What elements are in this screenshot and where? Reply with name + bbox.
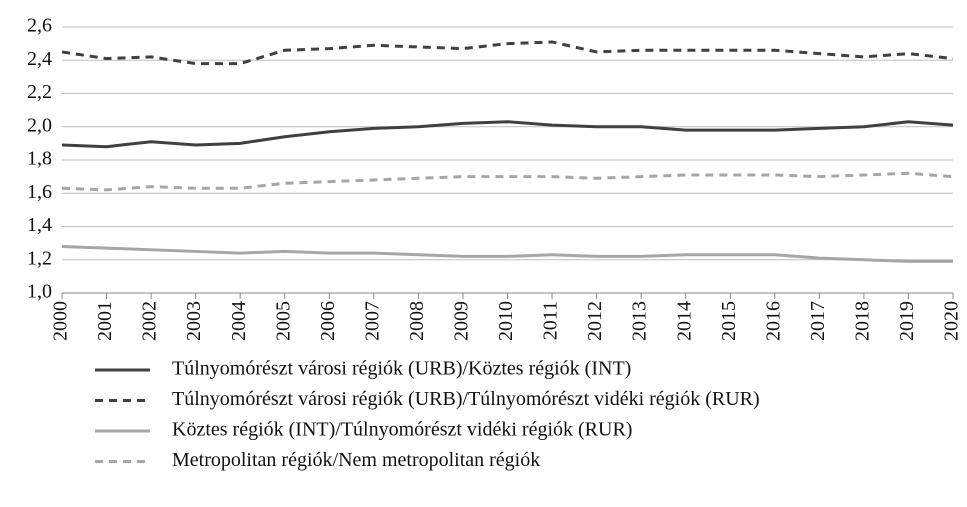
x-tick-label: 2010 (495, 301, 517, 341)
x-tick-label: 2014 (673, 301, 695, 341)
x-tick-label: 2001 (94, 301, 116, 341)
y-tick-label: 2,2 (27, 81, 52, 103)
legend-label: Túlnyomórészt városi régiók (URB)/Köztes… (172, 358, 631, 380)
y-tick-label: 1,2 (27, 247, 52, 269)
x-tick-label: 2002 (139, 301, 161, 341)
y-tick-label: 1,0 (27, 281, 52, 303)
x-tick-label: 2004 (228, 301, 250, 341)
series-line (61, 244, 953, 263)
x-tick-label: 2006 (317, 301, 339, 341)
x-tick-label: 2007 (361, 301, 383, 341)
y-tick-label: 2,0 (27, 114, 52, 136)
series-line (61, 120, 954, 149)
y-tick-label: 2,4 (27, 48, 52, 70)
x-tick-label: 2005 (272, 301, 294, 341)
x-tick-label: 2020 (941, 301, 963, 341)
y-tick-label: 1,8 (27, 148, 52, 170)
x-tick-label: 2009 (451, 301, 473, 341)
x-tick-label: 2011 (540, 301, 562, 340)
x-tick-label: 2019 (896, 301, 918, 341)
y-tick-label: 1,6 (27, 181, 52, 203)
series-line (61, 40, 954, 66)
x-tick-label: 2018 (851, 301, 873, 341)
series-line (61, 171, 954, 192)
x-tick-label: 2013 (629, 301, 651, 341)
x-tick-label: 2000 (50, 301, 72, 341)
x-tick-label: 2015 (718, 301, 740, 341)
x-tick-label: 2017 (807, 301, 829, 341)
legend-label: Köztes régiók (INT)/Túlnyomórészt vidéki… (172, 419, 632, 441)
y-tick-label: 2,6 (27, 15, 52, 37)
legend-label: Metropolitan régiók/Nem metropolitan rég… (172, 449, 540, 471)
x-tick-label: 2016 (762, 301, 784, 341)
x-tick-label: 2008 (406, 301, 428, 341)
legend-label: Túlnyomórészt városi régiók (URB)/Túlnyo… (172, 388, 760, 410)
y-tick-label: 1,4 (27, 214, 52, 236)
x-tick-label: 2003 (183, 301, 205, 341)
x-tick-label: 2012 (584, 301, 606, 341)
